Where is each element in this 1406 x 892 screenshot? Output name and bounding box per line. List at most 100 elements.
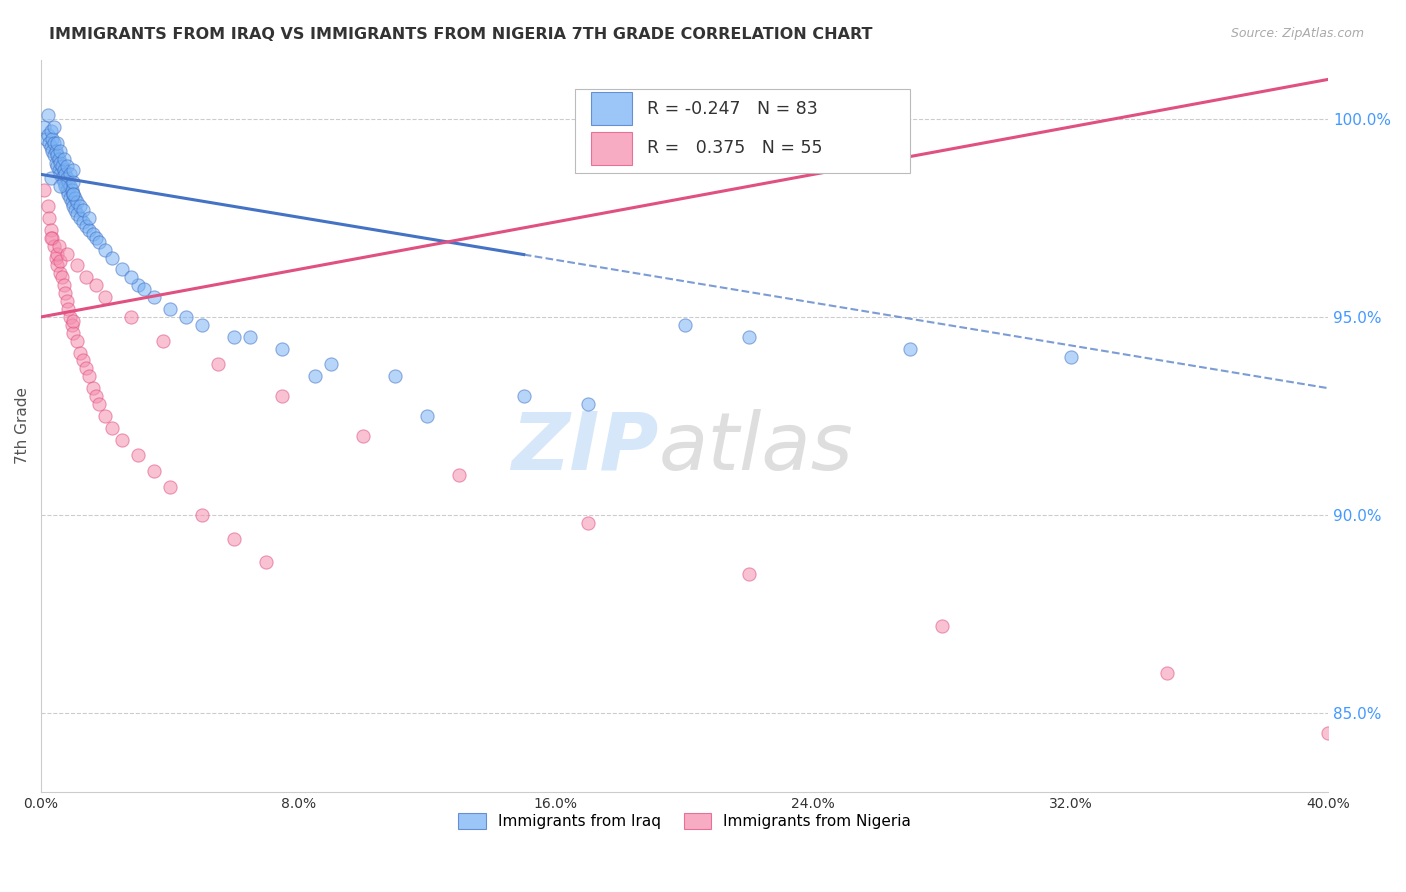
Point xyxy=(72,202,94,217)
Point xyxy=(53,286,76,301)
Point xyxy=(84,231,107,245)
Point xyxy=(159,480,181,494)
Point xyxy=(101,251,124,265)
Point xyxy=(69,345,91,359)
Point xyxy=(65,207,87,221)
Point xyxy=(45,251,67,265)
Point xyxy=(319,358,342,372)
Point xyxy=(41,132,63,146)
Point xyxy=(63,202,86,217)
Point xyxy=(576,397,599,411)
Point xyxy=(513,389,536,403)
Point xyxy=(42,120,65,134)
Bar xyxy=(591,132,631,165)
Point xyxy=(49,254,72,268)
Point xyxy=(576,516,599,530)
Point xyxy=(60,183,83,197)
Y-axis label: 7th Grade: 7th Grade xyxy=(15,387,30,464)
Point xyxy=(79,223,101,237)
Point xyxy=(41,144,63,158)
Point xyxy=(63,191,86,205)
Point xyxy=(191,508,214,522)
Point xyxy=(82,381,104,395)
Point xyxy=(48,152,70,166)
Point xyxy=(62,163,84,178)
Point xyxy=(94,290,117,304)
Point xyxy=(142,290,165,304)
Point xyxy=(39,171,62,186)
Point xyxy=(34,120,56,134)
Text: IMMIGRANTS FROM IRAQ VS IMMIGRANTS FROM NIGERIA 7TH GRADE CORRELATION CHART: IMMIGRANTS FROM IRAQ VS IMMIGRANTS FROM … xyxy=(49,27,873,42)
Point xyxy=(152,334,174,348)
Point xyxy=(52,152,75,166)
Point xyxy=(75,270,97,285)
Point xyxy=(62,199,84,213)
Point xyxy=(46,136,69,150)
Point xyxy=(62,175,84,189)
Point xyxy=(58,187,80,202)
Point xyxy=(58,301,80,316)
Point xyxy=(127,278,149,293)
Point xyxy=(101,421,124,435)
Point xyxy=(60,195,83,210)
Point xyxy=(416,409,439,423)
Point xyxy=(46,246,69,260)
Point xyxy=(37,199,59,213)
Point xyxy=(254,555,277,569)
Point xyxy=(39,139,62,153)
Point xyxy=(45,144,67,158)
Point xyxy=(271,342,294,356)
Point xyxy=(304,369,326,384)
Point xyxy=(46,259,69,273)
Point xyxy=(110,262,132,277)
Point xyxy=(34,183,56,197)
Point xyxy=(75,361,97,376)
Point xyxy=(94,243,117,257)
Point xyxy=(1317,725,1340,739)
Point xyxy=(65,195,87,210)
Point xyxy=(46,160,69,174)
Point xyxy=(51,270,73,285)
Point xyxy=(159,301,181,316)
Point xyxy=(69,199,91,213)
Point xyxy=(56,294,79,309)
Point xyxy=(94,409,117,423)
Point xyxy=(384,369,406,384)
Point xyxy=(84,278,107,293)
Point xyxy=(37,128,59,142)
Point xyxy=(142,464,165,478)
Point xyxy=(65,259,87,273)
Text: atlas: atlas xyxy=(659,409,853,487)
Point xyxy=(41,231,63,245)
Point xyxy=(49,266,72,280)
Point xyxy=(56,171,79,186)
Text: Source: ZipAtlas.com: Source: ZipAtlas.com xyxy=(1230,27,1364,40)
Point xyxy=(174,310,197,324)
Point xyxy=(1156,666,1178,681)
Point xyxy=(62,326,84,340)
Point xyxy=(65,334,87,348)
Point xyxy=(224,532,246,546)
Point xyxy=(56,183,79,197)
Point xyxy=(72,215,94,229)
Text: R =   0.375   N = 55: R = 0.375 N = 55 xyxy=(647,139,823,157)
Point xyxy=(87,235,110,249)
Point xyxy=(59,191,82,205)
Point xyxy=(352,428,374,442)
Point xyxy=(1060,350,1083,364)
Point xyxy=(56,160,79,174)
Point xyxy=(59,310,82,324)
Point xyxy=(898,342,921,356)
Point xyxy=(449,468,471,483)
Point xyxy=(49,168,72,182)
Point xyxy=(49,144,72,158)
Point xyxy=(79,211,101,225)
Point xyxy=(48,163,70,178)
Point xyxy=(75,219,97,233)
Point xyxy=(82,227,104,241)
Point xyxy=(58,175,80,189)
Point xyxy=(52,175,75,189)
Point xyxy=(51,171,73,186)
Point xyxy=(84,389,107,403)
Point xyxy=(224,329,246,343)
